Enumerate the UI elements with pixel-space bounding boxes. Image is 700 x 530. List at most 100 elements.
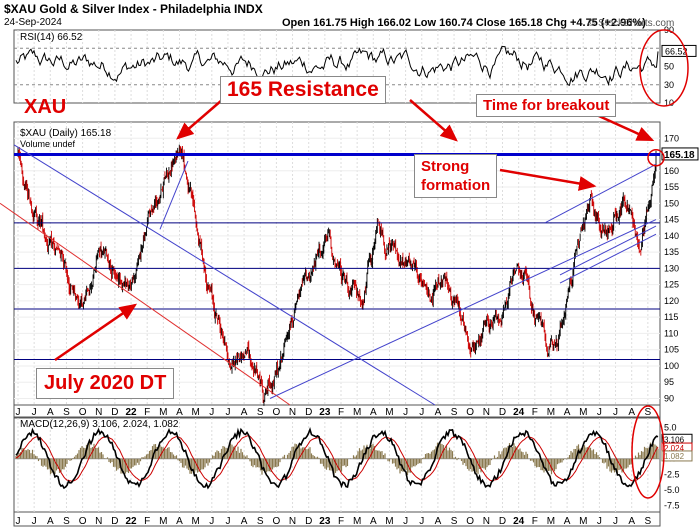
- date-strip-bottom: [13, 511, 661, 527]
- chart-title: $XAU Gold & Silver Index - Philadelphia …: [4, 2, 263, 16]
- x-tick-label: M: [191, 516, 199, 527]
- macd-last-label: 2.024: [664, 444, 685, 453]
- x-tick-label: S: [63, 516, 70, 527]
- rsi-highlight-ellipse: [639, 29, 689, 107]
- x-tick-label: O: [79, 516, 87, 527]
- x-tick-label: J: [32, 516, 37, 527]
- volume-legend: Volume undef: [20, 139, 76, 149]
- x-tick-label: D: [305, 516, 312, 527]
- rsi-legend: RSI(14) 66.52: [20, 32, 83, 43]
- breakout-circle: [647, 149, 665, 167]
- price-tick-label: 155: [664, 182, 679, 192]
- x-tick-label: A: [176, 516, 183, 527]
- x-tick-label: A: [47, 516, 54, 527]
- x-tick-label: S: [451, 516, 458, 527]
- x-tick-label: F: [532, 407, 538, 418]
- x-tick-label: M: [579, 407, 587, 418]
- x-tick-label: F: [338, 516, 344, 527]
- x-tick-label: M: [191, 407, 199, 418]
- macd-last-box: [661, 450, 693, 462]
- x-tick-label: D: [111, 407, 118, 418]
- x-tick-label: M: [353, 516, 361, 527]
- macd-signal-line: [15, 435, 659, 483]
- macd-tick-label: 5.0: [664, 422, 677, 432]
- x-tick-label: A: [628, 407, 635, 418]
- chart-quote: Open 161.75 High 166.02 Low 160.74 Close…: [282, 17, 646, 29]
- x-tick-label: A: [241, 407, 248, 418]
- x-tick-label: J: [209, 516, 214, 527]
- x-tick-label: J: [419, 516, 424, 527]
- x-tick-label: N: [483, 516, 490, 527]
- resistance-arrow-left: [176, 99, 223, 140]
- x-tick-label: M: [579, 516, 587, 527]
- x-tick-label: S: [257, 407, 264, 418]
- stockcharts-credit: © StockCharts.com: [588, 18, 675, 29]
- x-tick-label: S: [257, 516, 264, 527]
- short-trend-2022: [159, 160, 189, 230]
- price-tick-label: 150: [664, 198, 679, 208]
- x-tick-label: D: [305, 407, 312, 418]
- price-tick-label: 145: [664, 215, 679, 225]
- resistance-arrow-right: [409, 99, 458, 142]
- x-tick-label: D: [111, 516, 118, 527]
- x-tick-label: N: [483, 407, 490, 418]
- xau-label: XAU: [24, 96, 67, 118]
- x-tick-label: 22: [125, 407, 137, 418]
- price-tick-label: 90: [664, 393, 674, 403]
- x-tick-label: J: [225, 516, 230, 527]
- price-tick-label: 115: [664, 312, 678, 322]
- rsi-tick-label: 30: [664, 80, 674, 90]
- x-tick-label: M: [353, 407, 361, 418]
- price-last-box: [661, 147, 699, 161]
- x-tick-label: J: [32, 407, 37, 418]
- x-tick-label: N: [289, 516, 296, 527]
- x-tick-label: S: [645, 407, 652, 418]
- price-tick-label: 140: [664, 231, 679, 241]
- x-tick-label: A: [564, 516, 571, 527]
- july-2020-downtrend-line: [0, 202, 291, 406]
- x-tick-label: J: [16, 407, 21, 418]
- downtrend-line: [13, 144, 436, 406]
- x-tick-label: A: [628, 516, 635, 527]
- july-2020-dt-arrow: [54, 303, 138, 362]
- price-tick-label: 95: [664, 377, 674, 387]
- price-last-label: 165.18: [664, 150, 695, 161]
- x-tick-label: J: [613, 516, 618, 527]
- rsi-tick-label: 50: [664, 62, 674, 72]
- x-tick-label: S: [63, 407, 70, 418]
- x-tick-label: F: [144, 516, 150, 527]
- x-tick-label: A: [370, 516, 377, 527]
- uptrend-line: [269, 219, 657, 399]
- x-tick-label: M: [547, 516, 555, 527]
- x-tick-label: J: [597, 516, 602, 527]
- macd-legend: MACD(12,26,9) 3.106, 2.024, 1.082: [20, 419, 179, 430]
- x-tick-label: M: [385, 407, 393, 418]
- x-tick-label: S: [451, 407, 458, 418]
- price-tick-label: 110: [664, 328, 678, 338]
- x-tick-label: J: [403, 407, 408, 418]
- rsi-tick-label: 10: [664, 98, 674, 108]
- breakout-callout: Time for breakout: [476, 94, 617, 117]
- x-tick-label: O: [273, 407, 281, 418]
- price-tick-label: 105: [664, 345, 679, 355]
- price-tick-label: 170: [664, 133, 679, 143]
- x-tick-label: F: [532, 516, 538, 527]
- strong-formation-callout: Strong formation: [414, 154, 498, 198]
- price-tick-label: 130: [664, 263, 679, 273]
- rsi-last-label: 66.52: [665, 46, 688, 56]
- price-tick-label: 100: [664, 361, 679, 371]
- rsi-series: [15, 45, 659, 87]
- x-tick-label: 24: [513, 407, 525, 418]
- x-tick-label: M: [385, 516, 393, 527]
- x-tick-label: A: [435, 407, 442, 418]
- x-tick-label: A: [176, 407, 183, 418]
- x-tick-label: A: [47, 407, 54, 418]
- x-tick-label: 23: [319, 516, 331, 527]
- x-tick-label: D: [499, 516, 506, 527]
- x-tick-label: F: [338, 407, 344, 418]
- july-2020-dt-callout: July 2020 DT: [36, 368, 175, 399]
- x-tick-label: 24: [513, 516, 525, 527]
- x-tick-label: J: [403, 516, 408, 527]
- x-tick-label: F: [144, 407, 150, 418]
